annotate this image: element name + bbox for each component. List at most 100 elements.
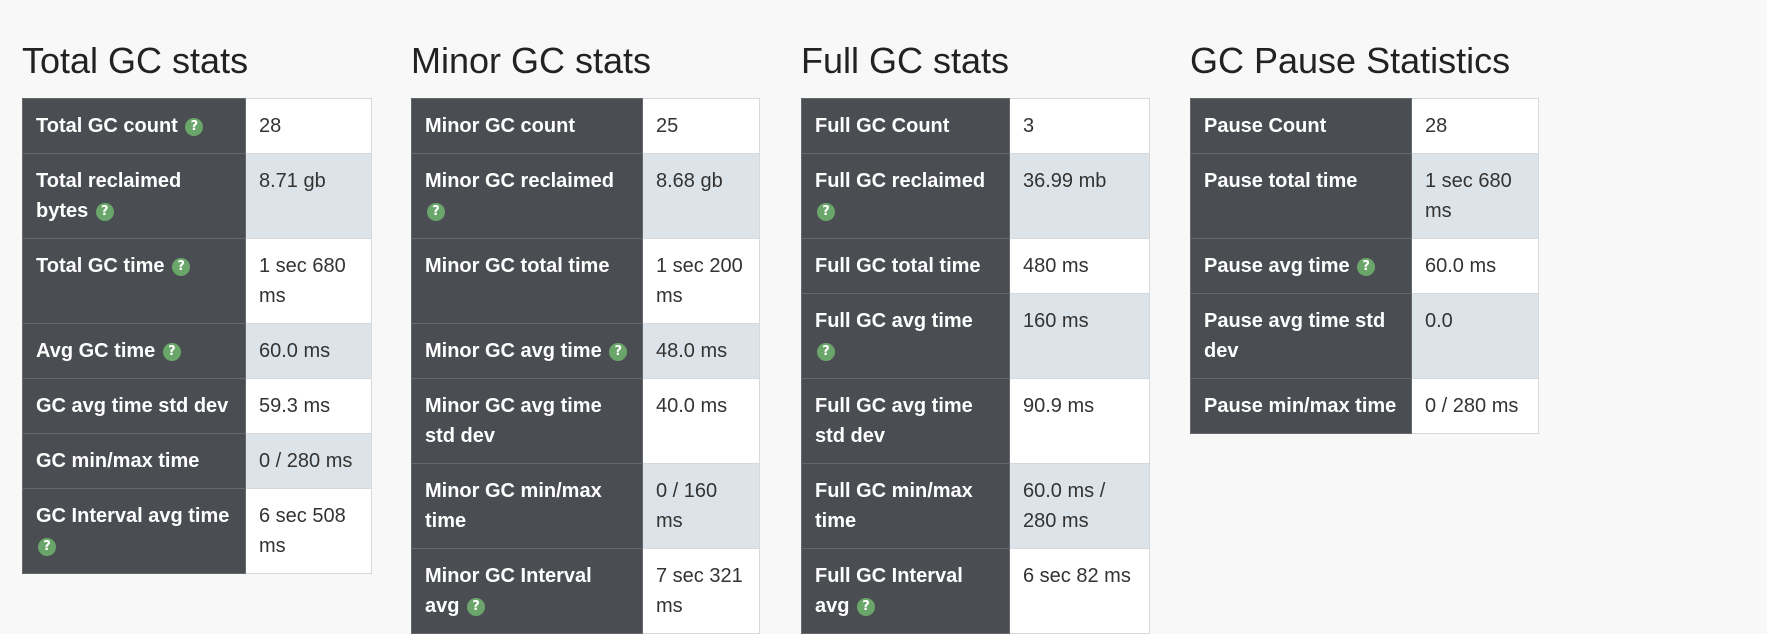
help-icon[interactable]: ? (817, 343, 835, 361)
total-gc-stats-panel: Total GC stats Total GC count ? 28 Total… (22, 38, 372, 574)
row-label: Total reclaimed bytes ? (22, 153, 246, 239)
help-icon[interactable]: ? (467, 598, 486, 616)
row-label-text: Full GC Interval avg (815, 565, 963, 617)
table-row: Avg GC time ? 60.0 ms (22, 323, 372, 379)
row-value: 6 sec 82 ms (1009, 548, 1150, 634)
help-icon[interactable]: ? (38, 538, 56, 556)
row-value: 8.71 gb (245, 153, 372, 239)
table-row: Full GC total time 480 ms (801, 238, 1150, 294)
minor-gc-stats-title: Minor GC stats (411, 40, 652, 81)
row-value: 0 / 280 ms (245, 433, 372, 489)
table-row: Full GC min/max time 60.0 ms / 280 ms (801, 463, 1150, 549)
table-row: GC Interval avg time ? 6 sec 508 ms (22, 488, 372, 574)
total-gc-stats-table: Total GC count ? 28 Total reclaimed byte… (22, 98, 372, 574)
gc-pause-stats-table: Pause Count 28 Pause total time 1 sec 68… (1190, 98, 1539, 434)
row-label-text: Minor GC Interval avg (425, 565, 592, 617)
row-label: Full GC avg time ? (801, 293, 1010, 379)
help-icon[interactable]: ? (172, 258, 191, 276)
row-label: Full GC total time (801, 238, 1010, 294)
table-row: Pause avg time std dev 0.0 (1190, 293, 1539, 379)
row-label-text: Total reclaimed bytes (36, 170, 182, 222)
table-row: Pause Count 28 (1190, 98, 1539, 154)
row-value: 1 sec 200 ms (642, 238, 760, 324)
row-value: 60.0 ms (1411, 238, 1539, 294)
row-value: 90.9 ms (1009, 378, 1150, 464)
row-value: 160 ms (1009, 293, 1150, 379)
row-label: Minor GC min/max time (411, 463, 643, 549)
table-row: Minor GC count 25 (411, 98, 760, 154)
table-row: Minor GC avg time ? 48.0 ms (411, 323, 760, 379)
row-value: 7 sec 321 ms (642, 548, 760, 634)
table-row: Full GC avg time ? 160 ms (801, 293, 1150, 379)
gc-pause-stats-title: GC Pause Statistics (1190, 40, 1511, 81)
row-value: 60.0 ms / 280 ms (1009, 463, 1150, 549)
table-row: Pause min/max time 0 / 280 ms (1190, 378, 1539, 434)
row-value: 6 sec 508 ms (245, 488, 372, 574)
row-label-text: Minor GC avg time (425, 340, 602, 362)
row-label: Full GC reclaimed ? (801, 153, 1010, 239)
help-icon[interactable]: ? (427, 203, 445, 221)
row-value: 3 (1009, 98, 1150, 154)
row-value: 40.0 ms (642, 378, 760, 464)
row-value: 0.0 (1411, 293, 1539, 379)
table-row: Minor GC reclaimed ? 8.68 gb (411, 153, 760, 239)
row-label-text: Full GC avg time (815, 310, 973, 332)
row-label: Full GC Count (801, 98, 1010, 154)
row-label: Total GC count ? (22, 98, 246, 154)
help-icon[interactable]: ? (609, 343, 628, 361)
table-row: Full GC Count 3 (801, 98, 1150, 154)
table-row: Total reclaimed bytes ? 8.71 gb (22, 153, 372, 239)
table-row: Pause avg time ? 60.0 ms (1190, 238, 1539, 294)
minor-gc-stats-table: Minor GC count 25 Minor GC reclaimed ? 8… (411, 98, 760, 634)
row-label: Pause min/max time (1190, 378, 1412, 434)
row-label: Pause avg time std dev (1190, 293, 1412, 379)
table-row: Total GC count ? 28 (22, 98, 372, 154)
help-icon[interactable]: ? (185, 118, 204, 136)
row-label: Minor GC count (411, 98, 643, 154)
row-label: Pause Count (1190, 98, 1412, 154)
row-value: 0 / 280 ms (1411, 378, 1539, 434)
gc-pause-stats-panel: GC Pause Statistics Pause Count 28 Pause… (1190, 38, 1539, 434)
row-value: 28 (245, 98, 372, 154)
full-gc-stats-title: Full GC stats (801, 40, 1010, 81)
row-value: 1 sec 680 ms (1411, 153, 1539, 239)
table-row: Full GC avg time std dev 90.9 ms (801, 378, 1150, 464)
row-label: Pause total time (1190, 153, 1412, 239)
row-value: 8.68 gb (642, 153, 760, 239)
row-label-text: Avg GC time (36, 340, 156, 362)
row-label-text: GC Interval avg time (36, 505, 230, 527)
help-icon[interactable]: ? (817, 203, 835, 221)
row-label: Full GC min/max time (801, 463, 1010, 549)
row-label: Pause avg time ? (1190, 238, 1412, 294)
row-label-text: Total GC count (36, 115, 178, 137)
table-row: GC min/max time 0 / 280 ms (22, 433, 372, 489)
table-row: Total GC time ? 1 sec 680 ms (22, 238, 372, 324)
minor-gc-stats-panel: Minor GC stats Minor GC count 25 Minor G… (411, 38, 760, 634)
row-label: GC Interval avg time ? (22, 488, 246, 574)
row-label: GC min/max time (22, 433, 246, 489)
table-row: Minor GC min/max time 0 / 160 ms (411, 463, 760, 549)
row-value: 480 ms (1009, 238, 1150, 294)
row-label: Minor GC Interval avg ? (411, 548, 643, 634)
table-row: Pause total time 1 sec 680 ms (1190, 153, 1539, 239)
help-icon[interactable]: ? (1357, 258, 1376, 276)
row-label-text: Full GC reclaimed (815, 170, 986, 192)
help-icon[interactable]: ? (162, 343, 181, 361)
row-label-text: Total GC time (36, 255, 165, 277)
row-label: Minor GC avg time ? (411, 323, 643, 379)
help-icon[interactable]: ? (857, 598, 876, 616)
row-value: 0 / 160 ms (642, 463, 760, 549)
row-label: Minor GC total time (411, 238, 643, 324)
row-label: Full GC avg time std dev (801, 378, 1010, 464)
table-row: Minor GC total time 1 sec 200 ms (411, 238, 760, 324)
row-label: GC avg time std dev (22, 378, 246, 434)
row-label: Minor GC avg time std dev (411, 378, 643, 464)
full-gc-stats-table: Full GC Count 3 Full GC reclaimed ? 36.9… (801, 98, 1150, 634)
row-value: 59.3 ms (245, 378, 372, 434)
row-label: Minor GC reclaimed ? (411, 153, 643, 239)
row-value: 25 (642, 98, 760, 154)
row-label: Avg GC time ? (22, 323, 246, 379)
total-gc-stats-title: Total GC stats (22, 40, 249, 81)
help-icon[interactable]: ? (95, 203, 114, 221)
full-gc-stats-panel: Full GC stats Full GC Count 3 Full GC re… (801, 38, 1150, 634)
